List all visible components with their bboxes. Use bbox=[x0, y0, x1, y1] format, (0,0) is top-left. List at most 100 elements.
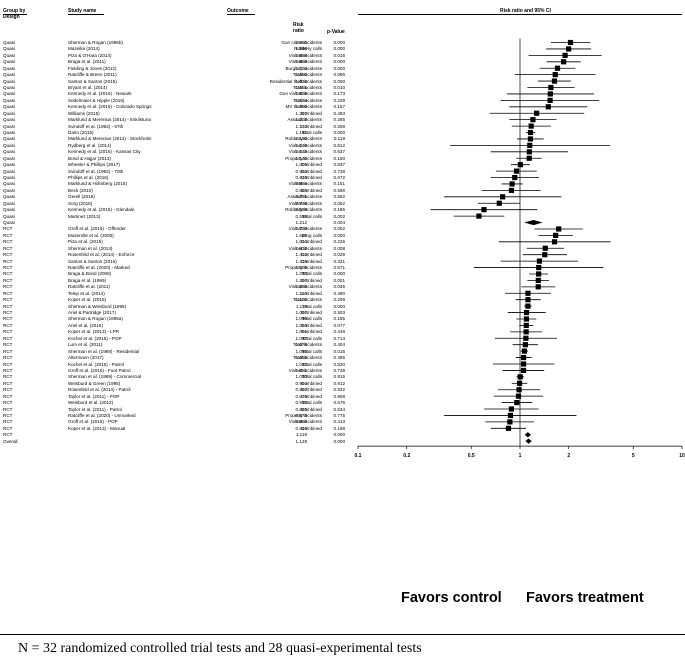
row-study-name: Ratcliffe et al. (2020) - Unmarked bbox=[68, 412, 136, 418]
row-pvalue: 0.912 bbox=[333, 380, 346, 386]
row-study-name: Ratcliffe et al. (2011) bbox=[68, 284, 110, 290]
row-pvalue: 0.010 bbox=[333, 85, 346, 90]
row-risk-ratio: 1.093 bbox=[295, 322, 308, 328]
row-group: Quasi bbox=[3, 187, 16, 193]
row-risk-ratio: 0.558 bbox=[295, 213, 308, 219]
row-risk-ratio: 1.632 bbox=[295, 78, 308, 84]
row-risk-ratio: 1.534 bbox=[295, 97, 308, 103]
row-group: Quasi bbox=[3, 40, 16, 45]
point-estimate-marker bbox=[523, 309, 530, 316]
row-risk-ratio: 1.052 bbox=[295, 355, 308, 361]
row-group: Quasi bbox=[3, 104, 16, 110]
row-group: Quasi bbox=[3, 136, 16, 142]
row-pvalue: 0.000 bbox=[333, 59, 346, 65]
point-estimate-marker bbox=[566, 46, 572, 52]
row-risk-ratio: 0.599 bbox=[295, 207, 308, 213]
row-study-name: Kennedy et al. (2015) - Newark bbox=[68, 91, 132, 97]
row-group: Quasi bbox=[3, 65, 16, 71]
row-group: RCT bbox=[3, 265, 13, 271]
row-group: RCT bbox=[3, 335, 13, 341]
row-group: Quasi bbox=[3, 200, 16, 206]
row-outcome: Total calls bbox=[301, 271, 322, 277]
row-outcome: Total calls bbox=[301, 400, 322, 406]
row-outcome: MV theft incidents bbox=[285, 104, 322, 110]
row-study-name: Mazeika (2014) bbox=[68, 46, 100, 52]
row-pvalue: 0.738 bbox=[333, 168, 346, 174]
row-pvalue: 0.490 bbox=[333, 290, 346, 296]
row-group: Quasi bbox=[3, 91, 16, 97]
row-risk-ratio: 0.955 bbox=[295, 400, 308, 406]
row-risk-ratio: 2.050 bbox=[295, 40, 308, 45]
row-group: Quasi bbox=[3, 220, 16, 226]
point-estimate-marker bbox=[536, 258, 543, 264]
row-outcome: Total calls bbox=[301, 130, 322, 136]
x-tick-label: 5 bbox=[632, 453, 635, 459]
point-estimate-marker bbox=[547, 91, 553, 97]
row-pvalue: 0.775 bbox=[333, 412, 346, 418]
row-pvalue: 0.637 bbox=[333, 149, 346, 155]
row-pvalue: 0.052 bbox=[333, 200, 346, 206]
row-study-name: Beck (2010) bbox=[68, 187, 93, 193]
row-group: RCT bbox=[3, 406, 13, 412]
row-risk-ratio: 1.079 bbox=[295, 342, 308, 348]
row-risk-ratio: 1.120 bbox=[295, 290, 308, 296]
row-study-name: Koper et al. (2015) bbox=[68, 297, 107, 303]
row-outcome: Combined bbox=[301, 123, 322, 129]
row-study-name: Phillips et al. (2016) bbox=[68, 175, 109, 181]
row-pvalue: 0.000 bbox=[333, 303, 346, 309]
row-risk-ratio: 1.296 bbox=[295, 284, 308, 290]
row-group: Quasi bbox=[3, 168, 16, 174]
point-estimate-marker bbox=[523, 316, 530, 322]
row-study-name: Taylor et al. (2011) - Patrol bbox=[68, 406, 122, 412]
point-estimate-marker bbox=[536, 271, 542, 277]
header-risk-ratio: Risk ratio bbox=[293, 22, 304, 34]
row-pvalue: 0.820 bbox=[333, 361, 346, 367]
row-study-name: Sedelmaier & Hipple (2016) bbox=[68, 97, 125, 103]
row-outcome: Combined bbox=[301, 239, 322, 245]
row-study-name: Weisburd & Green (1995) bbox=[68, 380, 121, 386]
point-estimate-marker bbox=[551, 239, 558, 245]
point-estimate-marker bbox=[508, 406, 515, 412]
point-estimate-marker bbox=[535, 284, 541, 290]
row-outcome: Combined bbox=[301, 277, 322, 283]
header-underline-plot bbox=[358, 14, 682, 15]
row-pvalue: 0.739 bbox=[333, 367, 346, 373]
row-pvalue: 0.937 bbox=[333, 162, 346, 168]
row-study-name: Lum et al. (2011) bbox=[68, 342, 103, 348]
row-risk-ratio: 1.432 bbox=[295, 245, 308, 251]
row-group: RCT bbox=[3, 432, 13, 438]
row-group: RCT bbox=[3, 367, 13, 373]
row-group: Quasi bbox=[3, 213, 16, 219]
row-risk-ratio: 1.202 bbox=[295, 117, 308, 123]
row-study-name: Rosenfeld et al. (2014) - Patrol bbox=[68, 387, 131, 393]
row-study-name: Martinez (2013) bbox=[68, 213, 101, 219]
row-risk-ratio: 1.052 bbox=[295, 361, 308, 367]
row-group: RCT bbox=[3, 374, 13, 380]
point-estimate-marker bbox=[513, 168, 520, 174]
row-risk-ratio: 1.634 bbox=[295, 239, 308, 245]
row-pvalue: 0.119 bbox=[333, 136, 345, 142]
row-risk-ratio: 0.849 bbox=[295, 425, 308, 431]
row-pvalue: 0.000 bbox=[333, 65, 346, 71]
row-pvalue: 0.198 bbox=[333, 425, 346, 431]
row-risk-ratio: 1.859 bbox=[295, 59, 308, 65]
row-pvalue: 0.908 bbox=[333, 393, 346, 399]
row-pvalue: 0.000 bbox=[333, 130, 346, 136]
row-outcome: Gun violent incidents bbox=[279, 91, 322, 97]
row-outcome: Assault incidents bbox=[287, 194, 322, 200]
row-pvalue: 0.209 bbox=[333, 297, 346, 303]
row-group: Quasi bbox=[3, 72, 16, 78]
row-study-name: Piza & O'Hara (2014) bbox=[68, 52, 112, 58]
row-study-name: Braga & Bond (2008) bbox=[68, 271, 112, 277]
row-risk-ratio: 0.928 bbox=[295, 175, 308, 181]
row-outcome: Combined bbox=[301, 393, 322, 399]
row-outcome: Gun crime incidents bbox=[281, 40, 322, 45]
point-estimate-marker bbox=[505, 425, 512, 431]
row-study-name: Bond & Hajjar (2013) bbox=[68, 155, 111, 161]
x-tick-label: 0.5 bbox=[468, 453, 475, 459]
row-pvalue: 0.002 bbox=[333, 226, 346, 232]
row-risk-ratio: 1.140 bbox=[295, 155, 308, 161]
footnote: N = 32 randomized controlled trial tests… bbox=[18, 641, 422, 656]
point-estimate-marker bbox=[476, 213, 482, 219]
row-outcome: Total calls bbox=[301, 348, 322, 354]
